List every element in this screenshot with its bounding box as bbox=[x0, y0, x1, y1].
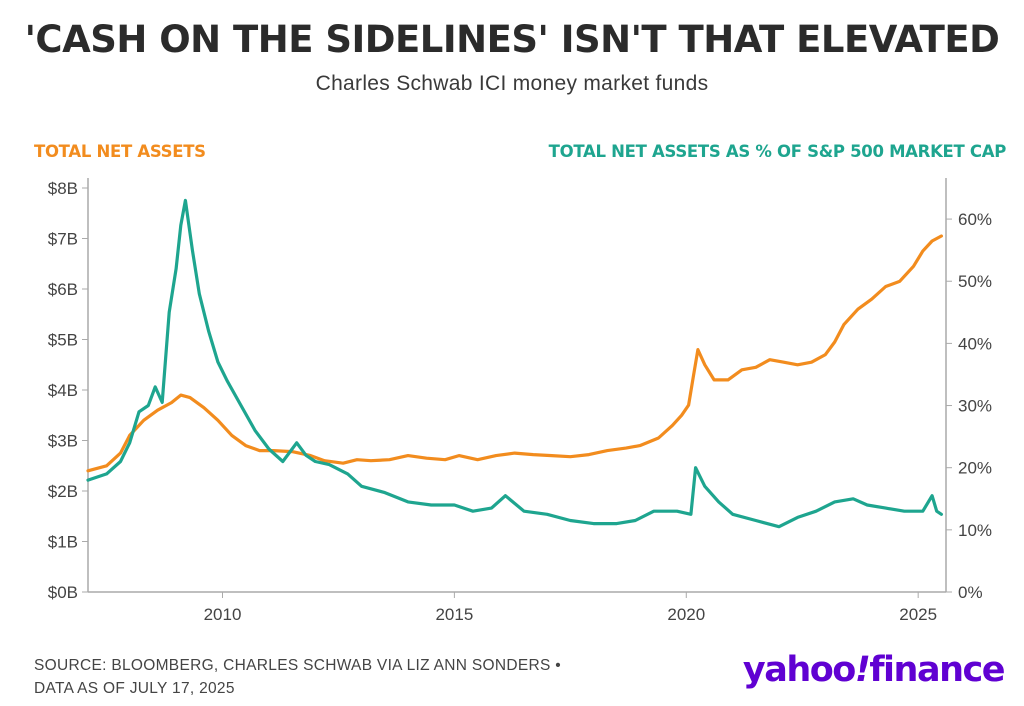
chart-subtitle: Charles Schwab ICI money market funds bbox=[315, 72, 709, 95]
right-y-tick-label: 20% bbox=[958, 459, 992, 478]
left-y-tick-label: $2B bbox=[48, 482, 78, 501]
left-y-tick-label: $4B bbox=[48, 381, 78, 400]
left-y-tick-label: $3B bbox=[48, 432, 78, 451]
left-axis-legend: TOTAL NET ASSETS bbox=[34, 142, 206, 161]
right-axis-legend: TOTAL NET ASSETS AS % OF S&P 500 MARKET … bbox=[548, 142, 1007, 161]
source-note: SOURCE: BLOOMBERG, CHARLES SCHWAB VIA LI… bbox=[34, 654, 561, 700]
logo-finance: finance bbox=[869, 650, 1005, 690]
percent-of-market-cap-line bbox=[86, 198, 944, 529]
logo-bang: ! bbox=[854, 650, 871, 690]
left-y-tick-label: $6B bbox=[48, 280, 78, 299]
right-y-tick-label: 60% bbox=[958, 210, 992, 229]
left-y-tick-label: $5B bbox=[48, 331, 78, 350]
left-y-tick-label: $1B bbox=[48, 533, 78, 552]
right-y-tick-label: 50% bbox=[958, 272, 992, 291]
chart-title: 'CASH ON THE SIDELINES' ISN'T THAT ELEVA… bbox=[24, 18, 1000, 61]
total-net-assets-line bbox=[86, 234, 944, 473]
left-y-tick-label: $0B bbox=[48, 583, 78, 602]
x-tick-label: 2010 bbox=[204, 605, 242, 624]
right-y-tick-label: 10% bbox=[958, 521, 992, 540]
right-y-tick-label: 0% bbox=[958, 583, 983, 602]
right-y-tick-label: 30% bbox=[958, 397, 992, 416]
x-tick-label: 2020 bbox=[667, 605, 705, 624]
source-line-2: DATA AS OF JULY 17, 2025 bbox=[34, 680, 235, 697]
x-tick-label: 2015 bbox=[435, 605, 473, 624]
left-y-tick-label: $8B bbox=[48, 179, 78, 198]
left-y-tick-label: $7B bbox=[48, 230, 78, 249]
logo-yahoo: yahoo bbox=[742, 650, 856, 690]
right-y-tick-label: 40% bbox=[958, 334, 992, 353]
source-line-1: SOURCE: BLOOMBERG, CHARLES SCHWAB VIA LI… bbox=[34, 657, 561, 674]
x-tick-label: 2025 bbox=[899, 605, 937, 624]
yahoo-finance-logo: yahoo!finance bbox=[742, 650, 1006, 690]
